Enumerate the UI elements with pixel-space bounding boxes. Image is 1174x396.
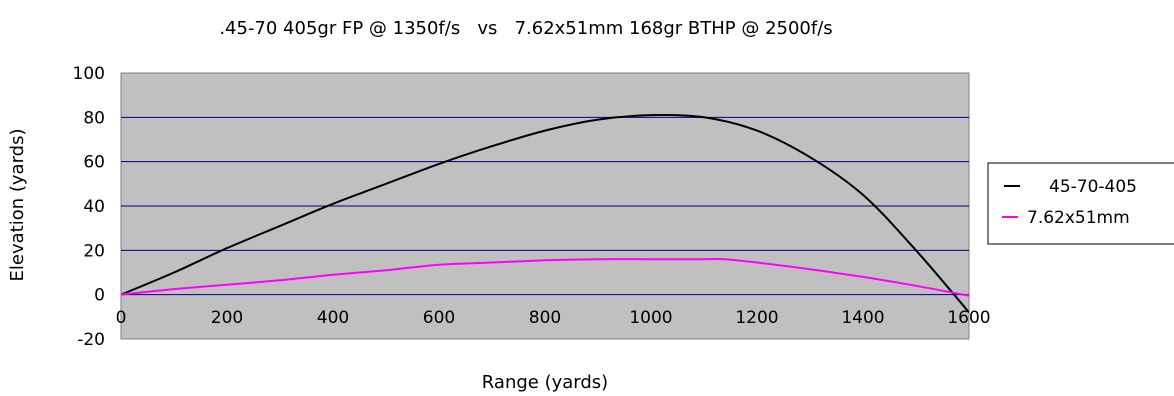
x-tick-label: 800: [529, 308, 561, 328]
x-tick-label: 1600: [947, 308, 990, 328]
y-tick-label: -20: [77, 330, 105, 350]
y-tick-label: 100: [73, 64, 105, 84]
y-tick-labels: 100 80 60 40 20 0 -20: [73, 64, 105, 350]
x-tick-label: 1200: [735, 308, 778, 328]
x-tick-label: 600: [423, 308, 455, 328]
x-tick-labels: 0 200 400 600 800 1000 1200 1400 1600: [116, 308, 991, 328]
chart-title: .45-70 405gr FP @ 1350f/s vs 7.62x51mm 1…: [219, 18, 832, 39]
x-tick-label: 1400: [841, 308, 884, 328]
y-tick-label: 0: [94, 286, 105, 306]
y-tick-label: 60: [83, 153, 105, 173]
x-tick-label: 1000: [629, 308, 672, 328]
x-tick-label: 0: [116, 308, 127, 328]
y-tick-label: 80: [83, 108, 105, 128]
gridlines: [121, 116, 969, 296]
y-axis-title: Elevation (yards): [7, 129, 28, 282]
legend: 45-70-405 7.62x51mm: [987, 162, 1174, 245]
x-tick-label: 400: [317, 308, 349, 328]
legend-label: 45-70-405: [1049, 177, 1137, 197]
series-line-1: [121, 113, 969, 314]
x-tick-label: 200: [211, 308, 243, 328]
legend-box: [987, 162, 1174, 245]
series-lines: [121, 113, 969, 314]
y-tick-label: 40: [83, 197, 105, 217]
legend-label: 7.62x51mm: [1027, 208, 1130, 228]
x-axis-title: Range (yards): [482, 372, 608, 392]
y-tick-label: 20: [83, 241, 105, 261]
series-line-2: [121, 257, 969, 297]
